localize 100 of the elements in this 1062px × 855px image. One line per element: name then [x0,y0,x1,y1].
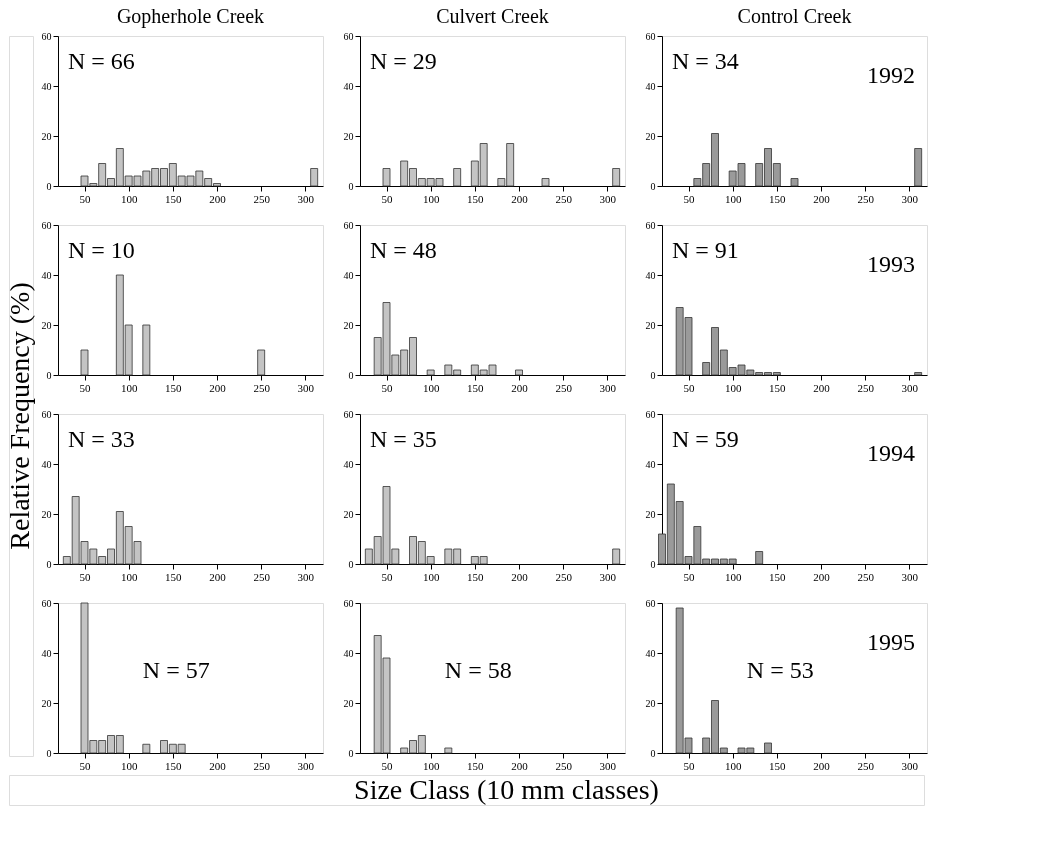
chart-title: Gopherhole Creek [116,5,265,28]
y-tick-label: 0 [46,180,52,192]
y-tick-label: 20 [41,319,52,331]
y-tick-label: 0 [348,369,354,381]
x-tick-label: 100 [422,192,440,205]
x-tick-label: 250 [555,381,573,394]
y-tick-label: 0 [348,747,354,759]
y-tick-label: 0 [46,369,52,381]
bar [80,349,89,376]
bar [612,548,621,565]
bar [142,743,151,754]
bar [453,168,462,187]
x-tick-label: 100 [120,381,138,394]
y-tick-label: 20 [41,130,52,142]
x-tick-label: 200 [511,759,529,772]
x-tick-label: 50 [381,570,393,583]
x-tick-label: 300 [297,570,315,583]
bar [755,551,764,565]
y-tick-label: 0 [46,558,52,570]
bar [612,168,621,187]
x-tick-label: 50 [381,381,393,394]
x-tick-label: 300 [901,570,919,583]
y-tick-label: 20 [645,319,656,331]
y-tick-label: 20 [343,697,354,709]
x-tick-label: 300 [901,381,919,394]
x-tick-label: 100 [422,381,440,394]
y-tick-label: 20 [645,130,656,142]
x-tick-label: 100 [724,381,742,394]
x-tick-label: 150 [467,192,485,205]
x-tick-label: 100 [724,192,742,205]
x-tick-label: 300 [599,381,617,394]
y-tick-label: 60 [343,597,354,609]
x-tick-label: 150 [467,381,485,394]
bar [257,349,266,376]
y-tick-label: 60 [41,30,52,42]
bar [914,372,923,376]
annotation: N = 35 [370,426,437,452]
y-tick-label: 60 [41,408,52,420]
annotation: N = 57 [142,656,210,683]
x-tick-label: 50 [79,570,91,583]
y-tick-label: 20 [343,319,354,331]
y-tick-label: 60 [343,408,354,420]
y-tick-label: 0 [650,180,656,192]
x-tick-label: 50 [79,192,91,205]
y-tick-label: 0 [348,180,354,192]
y-tick-label: 40 [343,458,354,470]
x-tick-label: 200 [511,381,529,394]
bar [914,148,923,187]
x-tick-label: 250 [857,192,875,205]
y-tick-label: 40 [343,80,354,92]
y-tick-label: 60 [41,219,52,231]
y-tick-label: 0 [650,747,656,759]
x-tick-label: 100 [422,759,440,772]
y-tick-label: 40 [645,269,656,281]
x-tick-label: 300 [599,570,617,583]
bar [541,178,550,187]
annotation: N = 10 [68,237,135,263]
annotation: N = 58 [444,656,512,683]
x-tick-label: 100 [724,570,742,583]
y-tick-label: 40 [645,647,656,659]
y-tick-label: 40 [343,269,354,281]
x-tick-label: 50 [683,759,695,772]
x-tick-label: 150 [467,759,485,772]
x-tick-label: 150 [165,759,183,772]
annotation: N = 29 [370,48,437,74]
x-tick-label: 50 [683,381,695,394]
y-tick-label: 0 [348,558,354,570]
x-tick-label: 50 [683,192,695,205]
chart-title: Control Creek [737,5,852,27]
x-tick-label: 250 [555,570,573,583]
x-tick-label: 100 [120,759,138,772]
y-tick-label: 20 [41,508,52,520]
y-tick-label: 20 [41,697,52,709]
annotation: 1993 [867,251,915,277]
x-tick-label: 200 [209,381,227,394]
x-tick-label: 300 [297,192,315,205]
annotation: N = 53 [746,656,814,683]
x-tick-label: 200 [813,570,831,583]
y-tick-label: 20 [645,508,656,520]
x-tick-label: 100 [120,192,138,205]
y-tick-label: 40 [41,647,52,659]
bar [764,742,772,754]
y-tick-label: 60 [645,219,656,231]
x-tick-label: 300 [297,759,315,772]
x-tick-label: 200 [511,192,529,205]
x-tick-label: 200 [511,570,529,583]
x-tick-label: 50 [683,570,695,583]
x-tick-label: 250 [253,192,271,205]
x-tick-label: 200 [209,570,227,583]
y-tick-label: 40 [645,458,656,470]
bar [444,747,453,754]
annotation: N = 34 [672,48,739,74]
annotation: N = 33 [68,426,135,452]
y-tick-label: 0 [46,747,52,759]
bar [382,168,391,187]
x-tick-label: 200 [209,192,227,205]
x-tick-label: 150 [467,570,485,583]
x-tick-label: 300 [599,192,617,205]
bar [515,369,523,376]
x-tick-label: 300 [901,192,919,205]
